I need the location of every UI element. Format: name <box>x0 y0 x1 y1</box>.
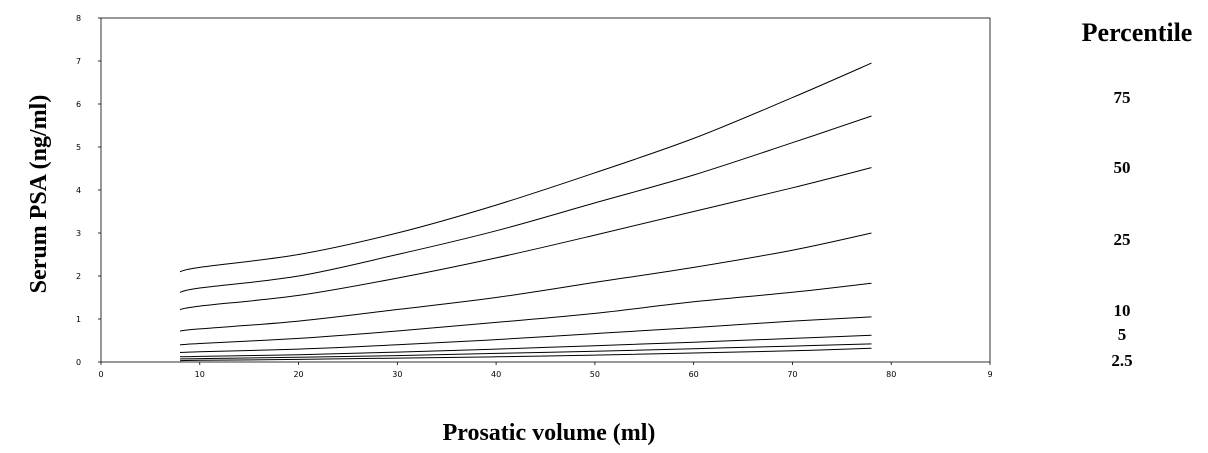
x-axis-ticks: 0 10 20 30 40 50 60 70 80 9 <box>98 362 992 379</box>
percentile-curve-5 <box>180 283 872 345</box>
y-tick-label: 6 <box>76 100 81 109</box>
y-tick-label: 2 <box>76 272 81 281</box>
percentile-legend-title: Percentile <box>1082 18 1193 47</box>
percentile-curve-1 <box>180 63 872 272</box>
percentile-curve-3 <box>180 168 872 310</box>
x-tick-label: 40 <box>491 370 501 379</box>
x-tick-label: 70 <box>787 370 797 379</box>
y-tick-label: 3 <box>76 229 81 238</box>
percentile-curve-4 <box>180 233 872 331</box>
y-tick-label: 1 <box>76 315 81 324</box>
percentile-curve-2 <box>180 116 872 292</box>
percentile-label-5: 5 <box>1118 325 1127 344</box>
x-axis-title: Prosatic volume (ml) <box>443 420 656 446</box>
percentile-label-2-5: 2.5 <box>1111 351 1132 370</box>
percentile-label-50: 50 <box>1114 158 1131 177</box>
x-tick-label: 10 <box>195 370 205 379</box>
x-tick-label: 20 <box>293 370 303 379</box>
percentile-curve-7 <box>180 335 872 357</box>
x-tick-label: 80 <box>886 370 896 379</box>
y-tick-label: 7 <box>76 57 81 66</box>
y-tick-label: 8 <box>76 14 81 23</box>
x-tick-label: 9 <box>987 370 992 379</box>
percentile-curves <box>180 63 872 361</box>
x-tick-label: 50 <box>590 370 600 379</box>
y-axis-title: Serum PSA (ng/ml) <box>26 95 52 294</box>
y-axis-ticks: 0 1 2 3 4 5 6 7 8 <box>76 14 101 367</box>
percentile-curve-9 <box>180 348 872 361</box>
percentile-label-25: 25 <box>1114 230 1131 249</box>
x-tick-label: 30 <box>392 370 402 379</box>
y-tick-label: 0 <box>76 358 81 367</box>
percentile-label-75: 75 <box>1114 88 1131 107</box>
percentile-labels: 75 50 25 10 5 2.5 <box>1111 88 1132 370</box>
x-tick-label: 60 <box>689 370 699 379</box>
y-tick-label: 5 <box>76 143 81 152</box>
percentile-label-10: 10 <box>1114 301 1131 320</box>
x-tick-label: 0 <box>98 370 103 379</box>
y-tick-label: 4 <box>76 186 81 195</box>
